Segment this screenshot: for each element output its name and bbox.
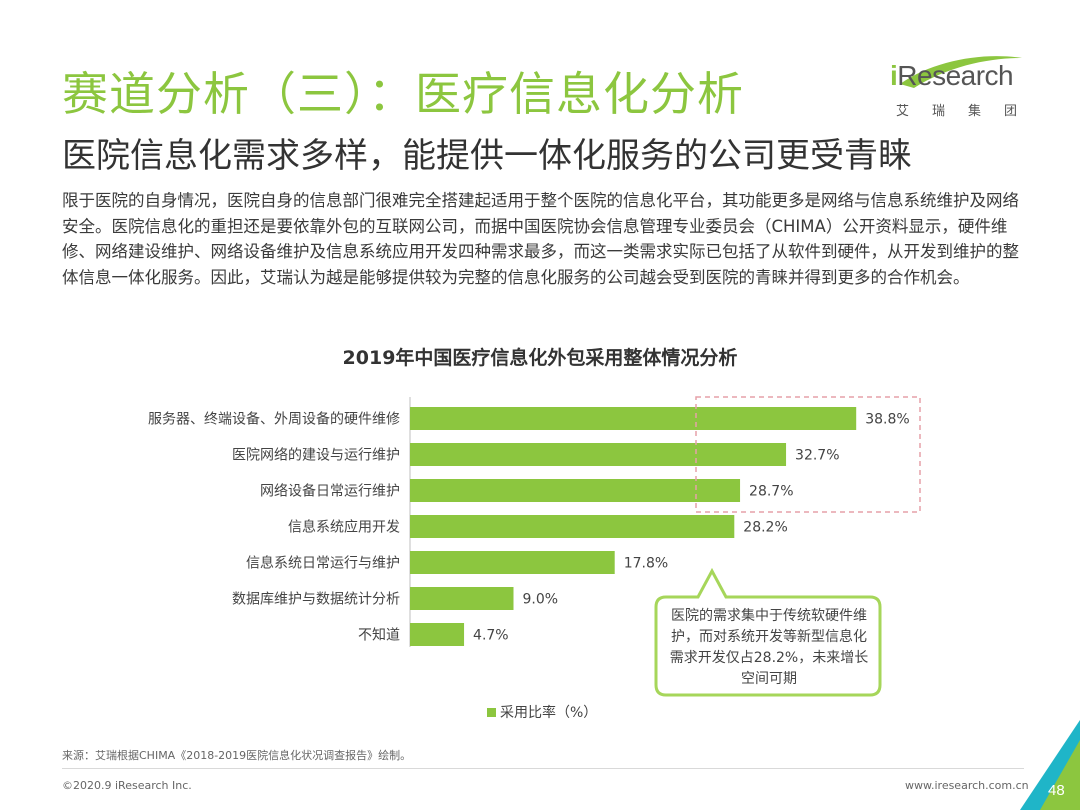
category-label-4: 信息系统日常运行与维护 [246,555,400,572]
value-label-4: 17.8% [624,556,668,572]
logo-swoosh-icon [900,56,1022,88]
value-label-2: 28.7% [749,484,793,500]
copyright: ©2020.9 iResearch Inc. [62,779,192,792]
callout-bubble [654,567,882,697]
category-label-5: 数据库维护与数据统计分析 [232,592,400,608]
bar-0 [410,407,857,430]
corner-decoration [1020,720,1080,810]
bar-chart: 服务器、终端设备、外周设备的硬件维修 38.8% 医院网络的建设与运行维护 32.7%… [148,396,921,647]
chart-legend: 采用比率（%） [487,702,597,722]
page-subtitle: 医院信息化需求多样，能提供一体化服务的公司更受青睐 [62,136,912,176]
highlight-box [695,396,921,513]
page-number: 48 [1048,782,1065,799]
value-label-5: 9.0% [523,592,559,608]
category-label-6: 不知道 [358,627,400,644]
category-label-0: 服务器、终端设备、外周设备的硬件维修 [148,411,400,428]
value-label-1: 32.7% [795,448,839,464]
legend-label: 采用比率（%） [500,705,598,721]
value-label-6: 4.7% [473,628,509,644]
bar-6 [410,623,465,646]
logo-wordmark: iResearch [890,60,1014,91]
body-paragraph: 限于医院的自身情况，医院自身的信息部门很难完全搭建起适用于整个医院的信息化平台，… [62,191,1019,287]
footer-divider [62,768,1024,769]
callout-text: 医院的需求集中于传统软硬件维护，而对系统开发等新型信息化需求开发仅占28.2%，… [669,608,869,687]
source-note: 来源：艾瑞根据CHIMA《2018-2019医院信息化状况调查报告》绘制。 [62,749,412,762]
logo-subtitle: 艾瑞集团 [896,104,1041,119]
category-label-3: 信息系统应用开发 [288,519,400,536]
website-link[interactable]: www.iresearch.com.cn [905,779,1029,792]
category-label-1: 医院网络的建设与运行维护 [232,448,400,464]
value-label-0: 38.8% [865,412,909,428]
bar-4 [410,551,615,574]
bar-3 [410,515,735,538]
bar-5 [410,587,514,610]
value-label-3: 28.2% [743,520,787,536]
chart-title: 2019年中国医疗信息化外包采用整体情况分析 [342,347,738,369]
iresearch-logo: iResearch 艾瑞集团 [890,56,1030,122]
page-title: 赛道分析（三）：医疗信息化分析 [62,67,744,121]
bar-2 [410,479,741,502]
bar-1 [410,443,787,466]
category-label-2: 网络设备日常运行维护 [260,483,400,500]
legend-swatch [487,707,496,717]
